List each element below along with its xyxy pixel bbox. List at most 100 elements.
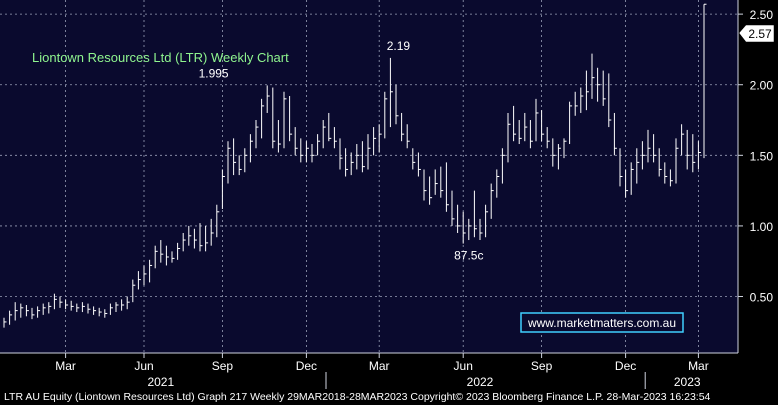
price-bar [591,53,595,99]
price-bar [266,85,270,113]
price-bar [384,91,388,139]
price-bar [205,225,209,252]
price-bar [468,218,472,241]
footer-text: LTR AU Equity (Liontown Resources Ltd) G… [4,391,711,403]
y-tick-label: 2.50 [750,8,774,22]
price-bar [658,148,662,177]
watermark-text: www.marketmatters.com.au [527,316,676,330]
price-annotation: 87.5c [454,249,483,263]
price-bar [457,204,461,233]
price-annotation: 2.19 [387,39,411,53]
price-bar [244,148,248,173]
price-bar [53,293,57,310]
x-tick-label: Mar [55,359,76,373]
price-bar [440,166,444,198]
price-bar [59,296,63,308]
price-bar [401,112,405,142]
price-bar [602,70,606,106]
price-bar [126,296,130,310]
price-bar [221,169,225,209]
price-bar [177,242,181,260]
price-bar [479,218,483,241]
price-bar [451,190,455,226]
price-bar [462,211,466,244]
price-bar [65,299,69,310]
x-tick-label: Jun [134,359,153,373]
price-bar [328,112,332,142]
price-bar [692,134,696,173]
price-bar [132,279,136,303]
price-bar [563,138,567,159]
price-bar [182,232,186,252]
price-bar [574,91,578,116]
price-bar [580,87,584,113]
y-tick-label: 0.50 [750,291,774,305]
y-axis: 0.50 1.00 1.50 2.00 2.50 [738,8,774,305]
price-bar [322,120,326,149]
price-bar [513,105,517,142]
price-bar [154,245,158,269]
price-bar [697,141,701,170]
price-bar [389,57,393,128]
price-bar [613,112,617,156]
price-bar [317,134,321,156]
price-bar [412,148,416,170]
price-bar [473,190,477,238]
price-bar [546,127,550,149]
price-bar [233,138,237,176]
year-label: 2021 [147,375,174,389]
price-bar [524,112,528,142]
price-bar [333,127,337,149]
y-tick-label: 2.00 [750,79,774,93]
price-bar [25,304,29,317]
price-bar [653,134,657,163]
price-bar [283,91,287,149]
price-bar [423,169,427,201]
price-bar [445,162,449,212]
price-annotations: 1.995 2.19 87.5c [199,39,484,263]
price-bar [507,112,511,163]
price-bar [277,120,281,153]
price-bar [37,306,41,318]
watermark-box: www.marketmatters.com.au [520,312,684,333]
price-bar [641,141,645,170]
price-bar [557,144,561,170]
price-bar [619,148,623,187]
price-bar [675,138,679,184]
price-bar [552,138,556,167]
chart-title: Liontown Resources Ltd (LTR) Weekly Char… [32,50,289,65]
price-bar [669,169,673,187]
y-tick-label: 1.50 [750,149,774,163]
price-bar [608,73,612,128]
price-bar [597,67,601,102]
price-bar [630,162,634,195]
price-bar [501,148,505,184]
price-bar [367,134,371,170]
price-bar [378,124,382,153]
price-bar [541,110,545,142]
price-bar [76,303,80,313]
price-bar [647,129,651,163]
x-tick-label: Mar [369,359,390,373]
price-bar [272,87,276,149]
price-annotation: 1.995 [199,66,229,80]
price-bar [429,176,433,205]
price-bar [664,162,668,184]
price-bar [361,141,365,173]
price-bar [261,98,265,139]
price-bar [121,299,125,311]
price-bar [143,265,147,286]
price-bar [585,70,589,111]
price-bar [535,98,539,142]
price-bar [3,317,7,328]
price-bar [373,127,377,156]
year-label: 2022 [467,375,494,389]
price-bar [490,183,494,219]
price-bar [406,124,410,149]
last-price-tag: 2.57 [738,24,775,43]
price-bar [496,169,500,198]
price-bar [350,152,354,176]
price-bar [87,303,91,314]
price-bar [529,120,533,149]
